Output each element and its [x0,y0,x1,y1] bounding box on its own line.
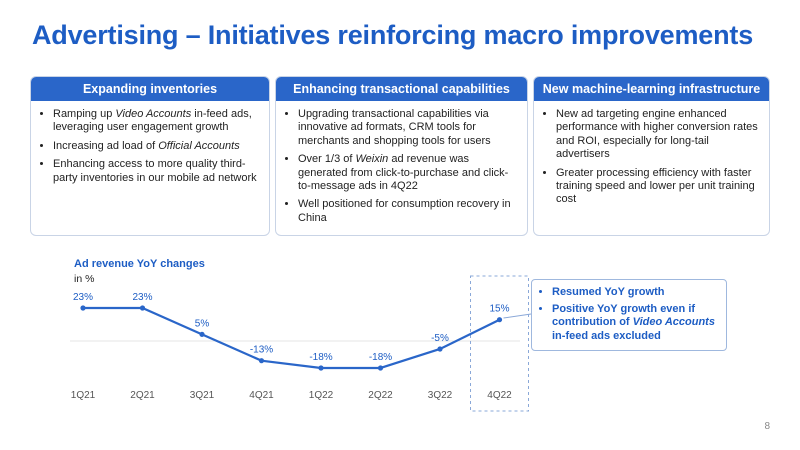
callout-bullet-list: Resumed YoY growth Positive YoY growth ev… [532,286,726,343]
x-tick-label: 3Q21 [190,390,215,401]
data-point [80,305,86,311]
callout-box: Resumed YoY growth Positive YoY growth ev… [531,279,727,351]
x-tick-label: 2Q22 [368,390,393,401]
panel-machine-learning: New machine-learning infrastructure New … [533,76,770,236]
data-point [199,331,205,337]
panel-heading: Enhancing transactional capabilities [276,77,527,101]
data-label: 23% [73,292,93,303]
data-point [258,358,265,364]
data-label: -18% [369,352,392,363]
chart-title: Ad revenue YoY changes [74,258,205,270]
data-label: 15% [489,304,509,315]
x-tick-label: 1Q21 [71,390,96,401]
bullet-item: Resumed YoY growth [552,286,720,300]
bullet-item: Upgrading transactional capabilities via… [298,108,519,148]
data-point [496,317,503,323]
data-label: -5% [431,333,449,344]
page-number: 8 [764,421,770,432]
series-line [83,306,500,370]
bullet-item: Enhancing access to more quality third-p… [53,158,261,185]
x-tick-label: 2Q21 [130,390,155,401]
data-label: 23% [132,292,152,303]
data-label: 5% [195,318,210,329]
chart-unit: in % [74,273,95,285]
data-point [318,365,324,371]
x-tick-label: 1Q22 [309,390,334,401]
bullet-item: New ad targeting engine enhanced perform… [556,108,761,162]
bullet-item: Positive YoY growth even if contribution… [552,303,720,344]
data-point [377,365,384,371]
panel-bullet-list: Ramping up Video Accounts in-feed ads, l… [31,108,269,185]
bullet-item: Well positioned for consumption recovery… [298,198,519,225]
panel-heading: New machine-learning infrastructure [534,77,769,101]
callout-connector [503,313,532,319]
bullet-item: Increasing ad load of Official Accounts [53,140,261,153]
x-tick-label: 3Q22 [428,390,453,401]
bullet-item: Over 1/3 of Weixin ad revenue was genera… [298,153,519,193]
bullet-item: Greater processing efficiency with faste… [556,167,761,207]
panel-expanding-inventories: Expanding inventories Ramping up Video A… [30,76,270,236]
panel-bullet-list: New ad targeting engine enhanced perform… [534,108,769,207]
panel-bullet-list: Upgrading transactional capabilities via… [276,108,527,225]
x-tick-label: 4Q22 [487,390,512,401]
data-label: -18% [309,352,332,363]
panel-transactional-capabilities: Enhancing transactional capabilities Upg… [275,76,528,236]
panel-heading: Expanding inventories [31,77,269,101]
data-point [139,305,146,311]
slide-title: Advertising – Initiatives reinforcing ma… [32,20,754,50]
bullet-item: Ramping up Video Accounts in-feed ads, l… [53,108,261,135]
highlight-box [470,275,529,412]
x-tick-label: 4Q21 [249,390,274,401]
data-label: -13% [250,345,273,356]
data-point [437,346,443,352]
